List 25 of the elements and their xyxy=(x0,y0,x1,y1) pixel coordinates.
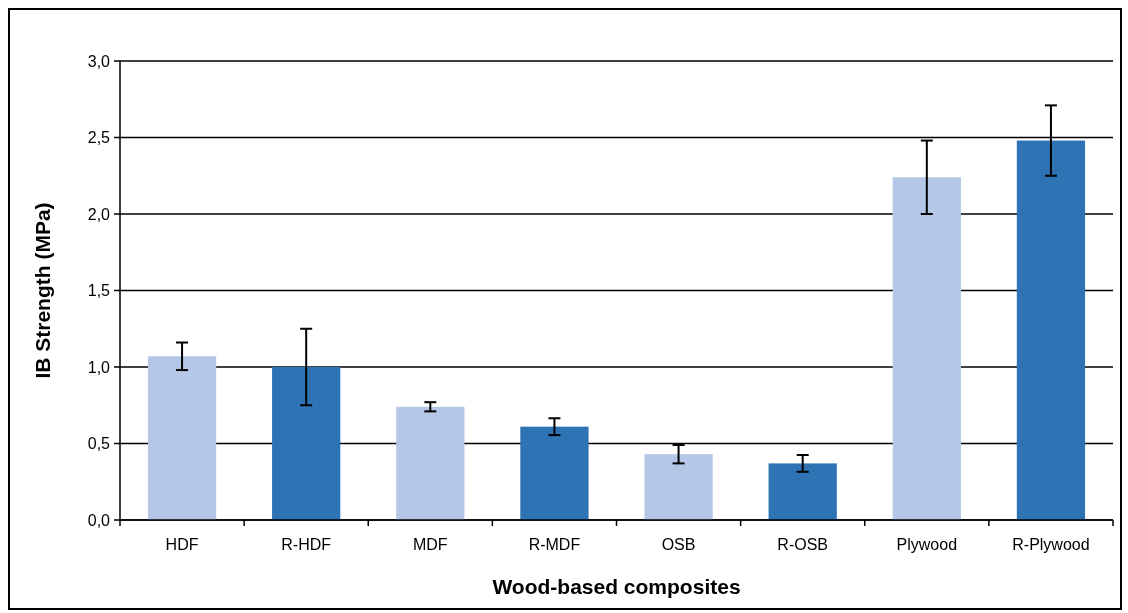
y-tick-label: 0,0 xyxy=(87,511,111,529)
bar xyxy=(768,463,837,520)
bar xyxy=(892,177,961,520)
bar xyxy=(272,367,341,520)
x-tick-label: Plywood xyxy=(896,536,958,553)
x-tick-label: R-OSB xyxy=(777,536,829,553)
x-tick-label: HDF xyxy=(165,536,199,553)
x-axis-title: Wood-based composites xyxy=(492,575,741,598)
y-tick-label: 1,0 xyxy=(87,358,111,376)
x-tick-label: R-HDF xyxy=(281,536,332,553)
y-axis-title: IB Strength (MPa) xyxy=(31,202,54,379)
y-tick-label: 0,5 xyxy=(87,435,111,453)
y-tick-label: 2,5 xyxy=(87,129,111,147)
bar xyxy=(147,356,217,520)
x-tick-label: R-Plywood xyxy=(1012,536,1090,553)
bar xyxy=(644,454,713,520)
x-tick-label: R-MDF xyxy=(528,536,581,553)
x-tick-label: MDF xyxy=(412,536,448,553)
bar xyxy=(520,426,589,520)
y-tick-label: 3,0 xyxy=(87,52,111,70)
y-tick-label: 2,0 xyxy=(87,205,111,223)
x-tick-label: OSB xyxy=(661,536,696,553)
y-tick-label: 1,5 xyxy=(87,282,111,300)
bar xyxy=(1016,140,1086,520)
bar xyxy=(396,406,465,520)
